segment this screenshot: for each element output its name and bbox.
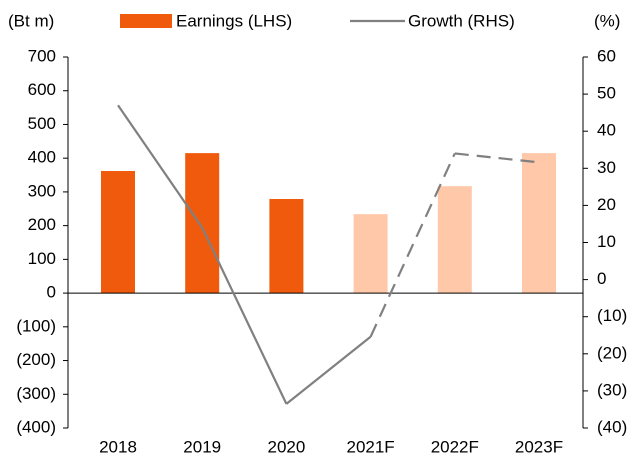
legend-swatch [120,14,172,28]
y-tick-label: 700 [28,46,56,65]
x-tick-label: 2018 [99,437,137,456]
growth-segment [285,335,372,405]
bar [269,198,304,294]
y-tick-label: 200 [28,215,56,234]
y2-tick-label: 40 [597,121,616,140]
y2-tick-label: 0 [597,269,606,288]
bar [185,153,220,294]
bar [101,170,135,294]
y-tick-label: 300 [28,181,56,200]
y-tick-label: (300) [16,384,56,403]
y2-tick-label: (10) [597,306,627,325]
y-tick-label: (200) [16,350,56,369]
legend-label: Earnings (LHS) [176,11,292,30]
y2-tick-label: (30) [597,380,627,399]
growth-segment [369,153,456,338]
growth-segment [117,104,204,229]
y-tick-label: (400) [16,417,56,436]
growth-segment [201,227,288,405]
growth-segment [454,152,540,164]
y2-tick-label: (20) [597,343,627,362]
y2-unit: (%) [594,11,620,30]
y2-tick-label: 20 [597,195,616,214]
y-tick-label: (100) [16,316,56,335]
x-tick-label: 2020 [267,437,305,456]
bar [522,153,556,294]
y-tick-label: 600 [28,80,56,99]
y-tick-label: 100 [28,249,56,268]
y2-tick-label: 30 [597,158,616,177]
y2-tick-label: 10 [597,232,616,251]
y-unit: (Bt m) [8,11,54,30]
x-tick-label: 2021F [346,437,394,456]
legend-label: Growth (RHS) [408,11,515,30]
y-tick-label: 500 [28,114,56,133]
x-tick-label: 2019 [183,437,221,456]
bar [437,186,472,294]
bar [353,214,388,294]
x-tick-label: 2023F [515,437,563,456]
x-tick-label: 2022F [431,437,479,456]
y2-tick-label: 60 [597,46,616,65]
y-tick-label: 400 [28,148,56,167]
y2-tick-label: 50 [597,84,616,103]
y2-tick-label: (40) [597,417,627,436]
y-tick-label: 0 [47,283,56,302]
